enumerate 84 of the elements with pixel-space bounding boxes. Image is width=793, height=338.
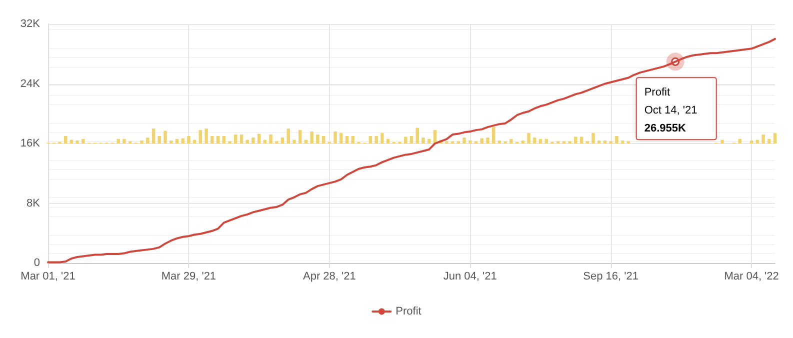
bar <box>486 138 490 144</box>
bar <box>521 140 525 144</box>
bar <box>768 139 771 144</box>
bar <box>140 140 144 144</box>
bar <box>246 140 249 144</box>
bar <box>720 140 724 144</box>
bar <box>216 136 220 144</box>
bar <box>146 138 150 144</box>
x-tick-label: Mar 04, '22 <box>724 270 779 282</box>
y-tick-label: 8K <box>26 197 41 210</box>
bar <box>280 138 284 144</box>
bar <box>175 139 179 144</box>
bar <box>592 133 595 144</box>
bar <box>603 140 607 144</box>
bar <box>334 132 337 144</box>
bar <box>615 136 618 144</box>
bar <box>158 136 162 144</box>
x-tick-label: Apr 28, '21 <box>302 270 356 282</box>
bar <box>480 138 484 144</box>
x-tick-label: Mar 01, '21 <box>20 270 76 282</box>
bar <box>773 133 777 144</box>
bar <box>122 139 126 144</box>
bar <box>340 133 343 144</box>
bar <box>240 134 244 144</box>
bar <box>292 140 296 144</box>
bar <box>750 140 754 144</box>
y-tick-label: 0 <box>34 257 40 269</box>
bar <box>164 130 167 144</box>
bar <box>345 136 349 144</box>
bar <box>298 130 302 144</box>
bar <box>462 138 466 144</box>
bar <box>498 140 502 144</box>
legend-label: Profit <box>396 306 422 318</box>
bar <box>252 138 255 144</box>
bar <box>574 136 578 144</box>
bar <box>316 134 320 144</box>
bar <box>181 138 184 144</box>
x-tick-label: Mar 29, '21 <box>161 270 216 282</box>
bar <box>492 127 496 144</box>
bar <box>598 140 601 144</box>
bar <box>374 136 378 144</box>
bar <box>187 136 190 144</box>
bar <box>544 139 548 144</box>
y-tick-label: 32K <box>20 18 41 30</box>
bar <box>116 139 120 144</box>
bar <box>580 136 584 144</box>
x-tick-label: Jun 04, '21 <box>443 270 497 282</box>
y-tick-label: 16K <box>20 138 41 150</box>
bar <box>422 138 425 144</box>
bar <box>427 139 431 144</box>
x-tick-label: Sep 16, '21 <box>583 270 638 282</box>
bar <box>386 139 390 144</box>
bar <box>198 130 202 144</box>
bar <box>368 136 372 144</box>
line-series <box>47 38 776 264</box>
bar <box>510 139 513 144</box>
bar <box>286 128 290 144</box>
bar <box>76 140 79 144</box>
bar <box>416 128 419 144</box>
y-tick-label: 24K <box>20 78 41 90</box>
bar <box>404 136 408 144</box>
bar <box>310 132 314 144</box>
bar <box>222 136 226 144</box>
bar <box>257 134 261 144</box>
bar <box>322 136 326 144</box>
bar <box>380 133 384 144</box>
bar <box>152 128 156 144</box>
bar <box>738 139 742 144</box>
annotation: Profit Oct 14, '21 26.955K <box>644 86 698 135</box>
bar <box>527 133 530 144</box>
bar <box>234 134 238 144</box>
bar <box>269 134 272 144</box>
bar <box>351 136 354 144</box>
bar <box>762 134 765 144</box>
bar <box>64 136 68 144</box>
bar <box>468 140 472 144</box>
bar <box>538 139 542 144</box>
bar <box>210 136 214 144</box>
bar <box>204 128 208 144</box>
bar <box>620 140 624 144</box>
bar <box>170 140 173 144</box>
bar <box>82 139 85 144</box>
bar <box>410 136 414 144</box>
bar <box>533 138 536 144</box>
